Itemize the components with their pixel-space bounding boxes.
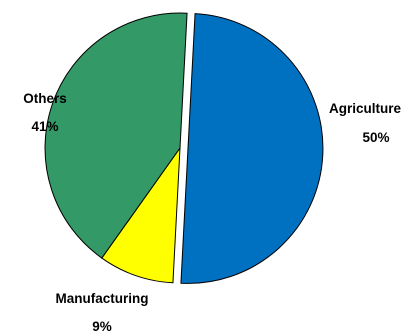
pie-slice-others (44, 12, 188, 259)
pie-slices (44, 12, 324, 284)
slice-label-agriculture: Agriculture (329, 101, 402, 116)
slice-label-others: Others (23, 91, 67, 106)
slice-label-manufacturing: Manufacturing (56, 291, 149, 306)
slice-percent-others: 41% (31, 119, 58, 134)
slice-percent-agriculture: 50% (362, 130, 389, 145)
slice-percent-manufacturing: 9% (92, 319, 112, 334)
pie-slice-agriculture (180, 13, 324, 284)
